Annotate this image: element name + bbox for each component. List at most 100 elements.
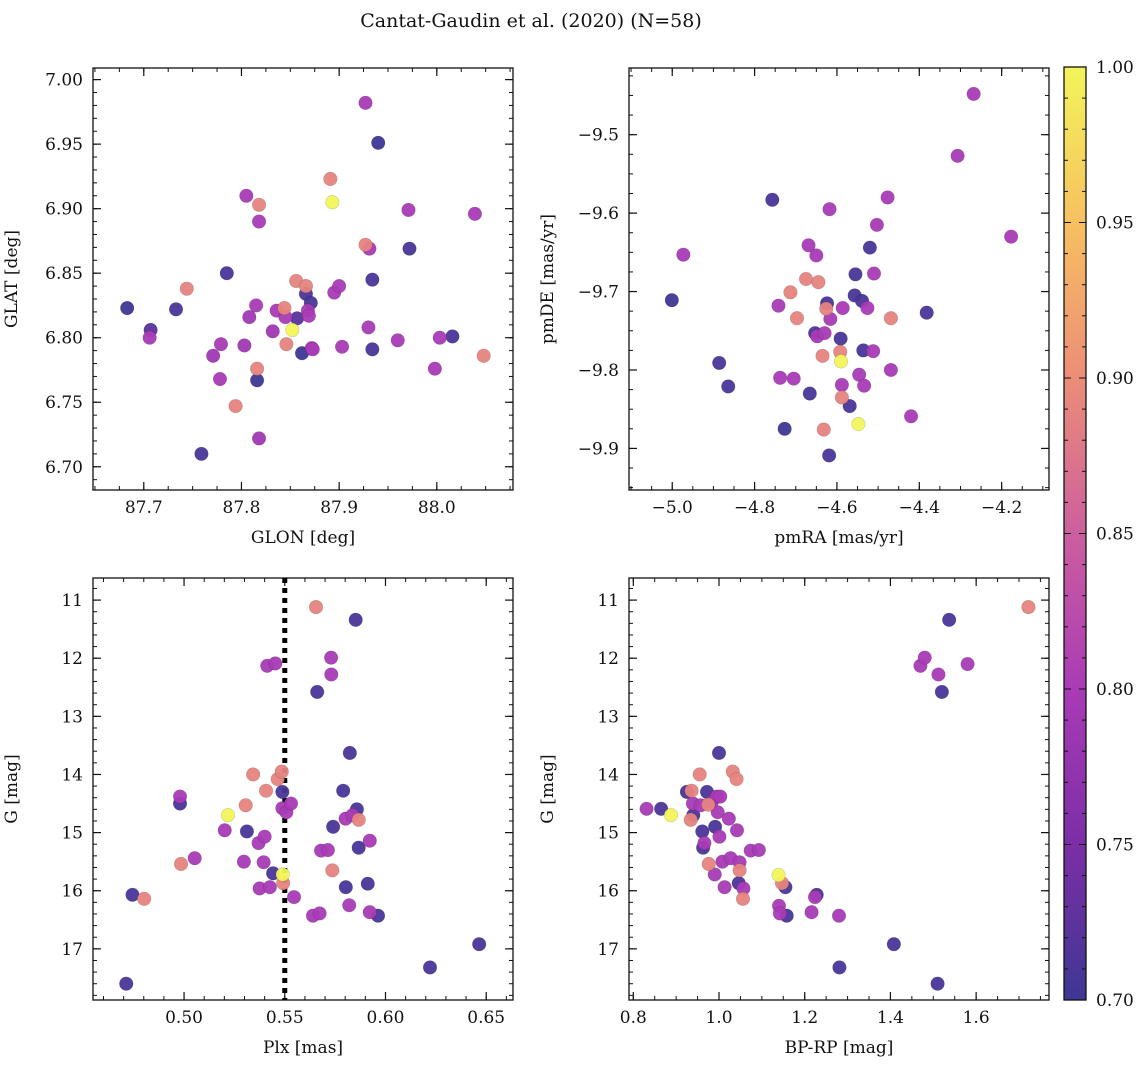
data-point [707,867,722,882]
data-point [857,378,872,393]
data-point [274,764,289,779]
x-tick-label: 88.0 [418,498,456,518]
data-point [238,798,253,813]
data-point [684,783,699,798]
data-point [427,361,442,376]
y-tick-label: 12 [61,649,83,669]
data-point [701,797,716,812]
y-tick-label: 11 [597,591,619,611]
y-tick-label: 6.85 [45,264,83,284]
x-tick-label: 1.0 [705,1008,732,1028]
data-point [476,348,491,363]
x-tick-label: 87.8 [223,498,261,518]
x-tick-label: 1.6 [963,1008,990,1028]
data-point [639,801,654,816]
data-point [219,266,234,281]
data-point [860,300,875,316]
data-point [251,214,267,229]
data-point [239,824,254,839]
panel-plx-g: 0.50 0.55 0.60 0.65 11 12 13 14 15 16 17 Plx [mas] G… [2,577,514,1058]
data-point [834,377,849,392]
data-point [298,278,314,294]
x-tick-label: −4.6 [816,498,857,518]
data-point [930,976,945,991]
data-point [842,398,857,414]
minor-ticks [629,68,1049,490]
data-point [142,330,157,345]
scatter-points [664,86,1019,463]
data-point [334,339,350,354]
data-point [251,431,267,446]
data-point [390,333,405,348]
data-point [365,342,380,357]
y-tick-label: 13 [597,707,619,727]
data-point [1004,229,1019,244]
data-point [301,308,316,323]
data-point [187,851,202,866]
minor-ticks [93,578,513,1000]
x-tick-label: 87.7 [125,498,163,518]
minor-ticks [93,68,513,490]
data-point [834,390,849,405]
data-point [711,745,727,761]
data-point [402,241,417,256]
y-axis-label: GLAT [deg] [2,230,22,328]
data-point [324,667,339,682]
data-point [286,890,302,905]
y-tick-label: 16 [61,882,83,902]
data-point [324,650,339,665]
data-point [268,656,283,671]
data-point [236,854,251,869]
data-point [275,867,290,882]
x-axis-label: Plx [mas] [263,1038,343,1058]
figure-title: Cantat-Gaudin et al. (2020) (N=58) [360,10,702,32]
data-point [283,796,299,811]
y-tick-label: 15 [61,824,83,844]
data-point [312,906,327,921]
y-tick-label: −9.7 [578,283,619,303]
y-tick-label: −9.5 [578,126,619,146]
data-point [783,285,798,300]
data-point [777,421,792,436]
data-point [445,329,460,344]
data-point [1021,599,1036,615]
data-point [361,320,376,335]
data-point [851,417,866,432]
data-point [721,811,736,826]
data-point [310,684,325,700]
data-point [173,856,189,872]
data-point [228,399,243,414]
y-tick-label: 6.80 [45,329,83,349]
y-tick-label: 17 [597,940,619,960]
data-point [883,311,898,326]
data-point [683,812,698,827]
data-point [717,880,732,895]
y-tick-label: 6.75 [45,393,83,413]
data-point [262,880,277,895]
data-point [786,371,801,386]
data-point [931,667,946,682]
data-point [305,342,320,357]
data-point [258,783,274,798]
data-point [831,908,847,923]
data-point [802,386,817,401]
data-point [772,906,787,921]
data-point [712,829,727,844]
x-tick-label: 0.8 [620,1008,647,1028]
data-point [692,767,707,782]
data-point [120,300,135,316]
y-tick-label: 16 [597,882,619,902]
data-point [664,293,679,308]
x-tick-label: 0.55 [266,1008,304,1028]
y-tick-label: −9.9 [578,439,619,459]
data-point [362,833,377,848]
data-point [242,309,257,325]
data-point [351,812,366,827]
data-point [942,612,957,627]
data-point [358,95,373,110]
data-point [789,311,805,326]
data-point [695,824,710,839]
x-tick-label: 0.65 [467,1008,505,1028]
data-point [862,240,877,255]
